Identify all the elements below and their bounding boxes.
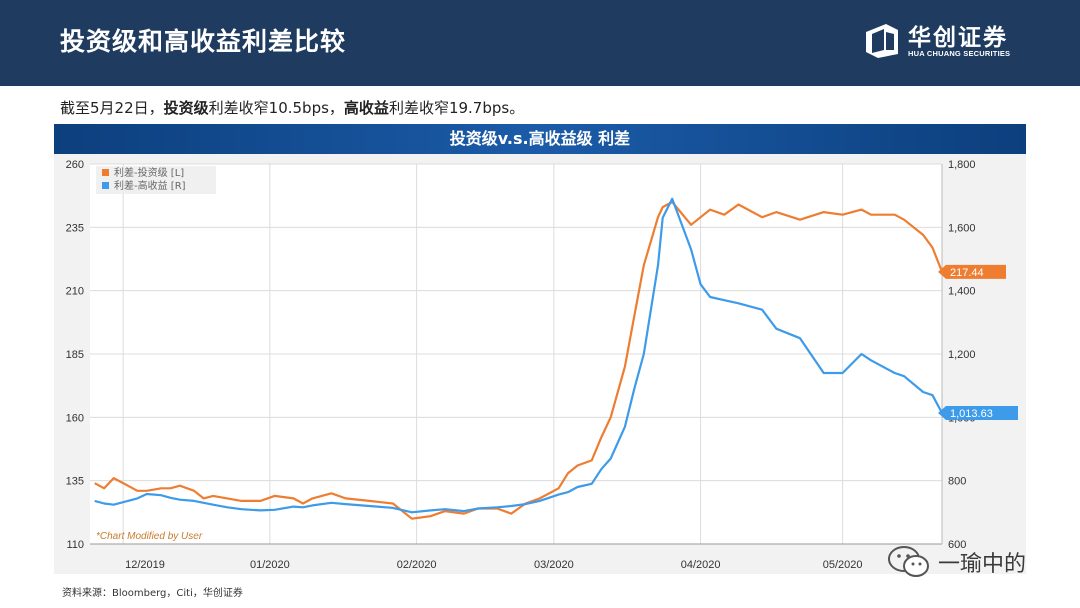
- x-tick-label: 02/2020: [397, 559, 437, 571]
- y-tick-right: 800: [948, 476, 966, 488]
- series-line-hy: [94, 197, 943, 514]
- y-tick-right: 1,400: [948, 286, 976, 298]
- chart-container: 2601,8002351,6002101,4001851,2001601,000…: [54, 154, 1026, 574]
- y-tick-right: 1,200: [948, 349, 976, 361]
- y-tick-left: 185: [66, 349, 84, 361]
- logo-name-en: HUA CHUANG SECURITIES: [908, 49, 1011, 58]
- summary-ig-label: 投资级: [163, 99, 209, 117]
- logo-mark-icon: [866, 24, 898, 58]
- legend-label-hy: 利差-高收益 [R]: [114, 179, 186, 192]
- watermark-text: 一瑜中的: [938, 552, 1027, 577]
- legend-swatch-hy: [102, 182, 109, 189]
- last-value-tag-ig: [938, 264, 1006, 279]
- company-logo: 华创证券 HUA CHUANG SECURITIES: [862, 18, 1022, 70]
- summary-prefix: 截至5月22日，: [60, 99, 164, 117]
- chart-title-bar: 投资级v.s.高收益级 利差: [54, 124, 1026, 154]
- x-tick-label: 12/2019: [125, 559, 165, 571]
- spread-line-chart: 2601,8002351,6002101,4001851,2001601,000…: [54, 154, 1026, 574]
- chart-annotation: *Chart Modified by User: [96, 531, 203, 542]
- summary-hy-text: 利差收窄19.7bps。: [388, 99, 525, 117]
- x-tick-label: 04/2020: [681, 559, 721, 571]
- y-tick-left: 260: [66, 159, 84, 171]
- wechat-icon: [888, 546, 929, 577]
- page-title: 投资级和高收益利差比较: [60, 27, 347, 56]
- chart-title: 投资级v.s.高收益级 利差: [449, 129, 631, 148]
- last-value-label-ig: 217.44: [950, 267, 984, 279]
- summary-hy-label: 高收益: [343, 99, 389, 117]
- y-tick-right: 1,600: [948, 222, 976, 234]
- legend-box: [96, 166, 216, 194]
- source-note: 资料来源：Bloomberg，Citi，华创证券: [62, 588, 243, 599]
- y-tick-left: 210: [66, 286, 84, 298]
- y-tick-right: 600: [948, 539, 966, 551]
- y-tick-left: 160: [66, 412, 84, 424]
- legend-swatch-ig: [102, 169, 109, 176]
- x-tick-label: 01/2020: [250, 559, 290, 571]
- y-tick-right: 1,800: [948, 159, 976, 171]
- last-value-label-hy: 1,013.63: [950, 408, 993, 420]
- summary-ig-text: 利差收窄10.5bps，: [208, 99, 344, 117]
- logo-name-cn: 华创证券: [908, 25, 1008, 51]
- legend-label-ig: 利差-投资级 [L]: [114, 166, 184, 179]
- header-bar: 投资级和高收益利差比较 华创证券 HUA CHUANG SECURITIES: [0, 0, 1080, 86]
- summary-text: 截至5月22日，投资级利差收窄10.5bps，高收益利差收窄19.7bps。: [60, 97, 524, 118]
- last-value-tag-hy: [938, 406, 1018, 421]
- x-tick-label: 05/2020: [823, 559, 863, 571]
- y-tick-left: 235: [66, 222, 84, 234]
- x-tick-label: 03/2020: [534, 559, 574, 571]
- y-tick-left: 110: [66, 539, 84, 551]
- y-tick-left: 135: [66, 476, 84, 488]
